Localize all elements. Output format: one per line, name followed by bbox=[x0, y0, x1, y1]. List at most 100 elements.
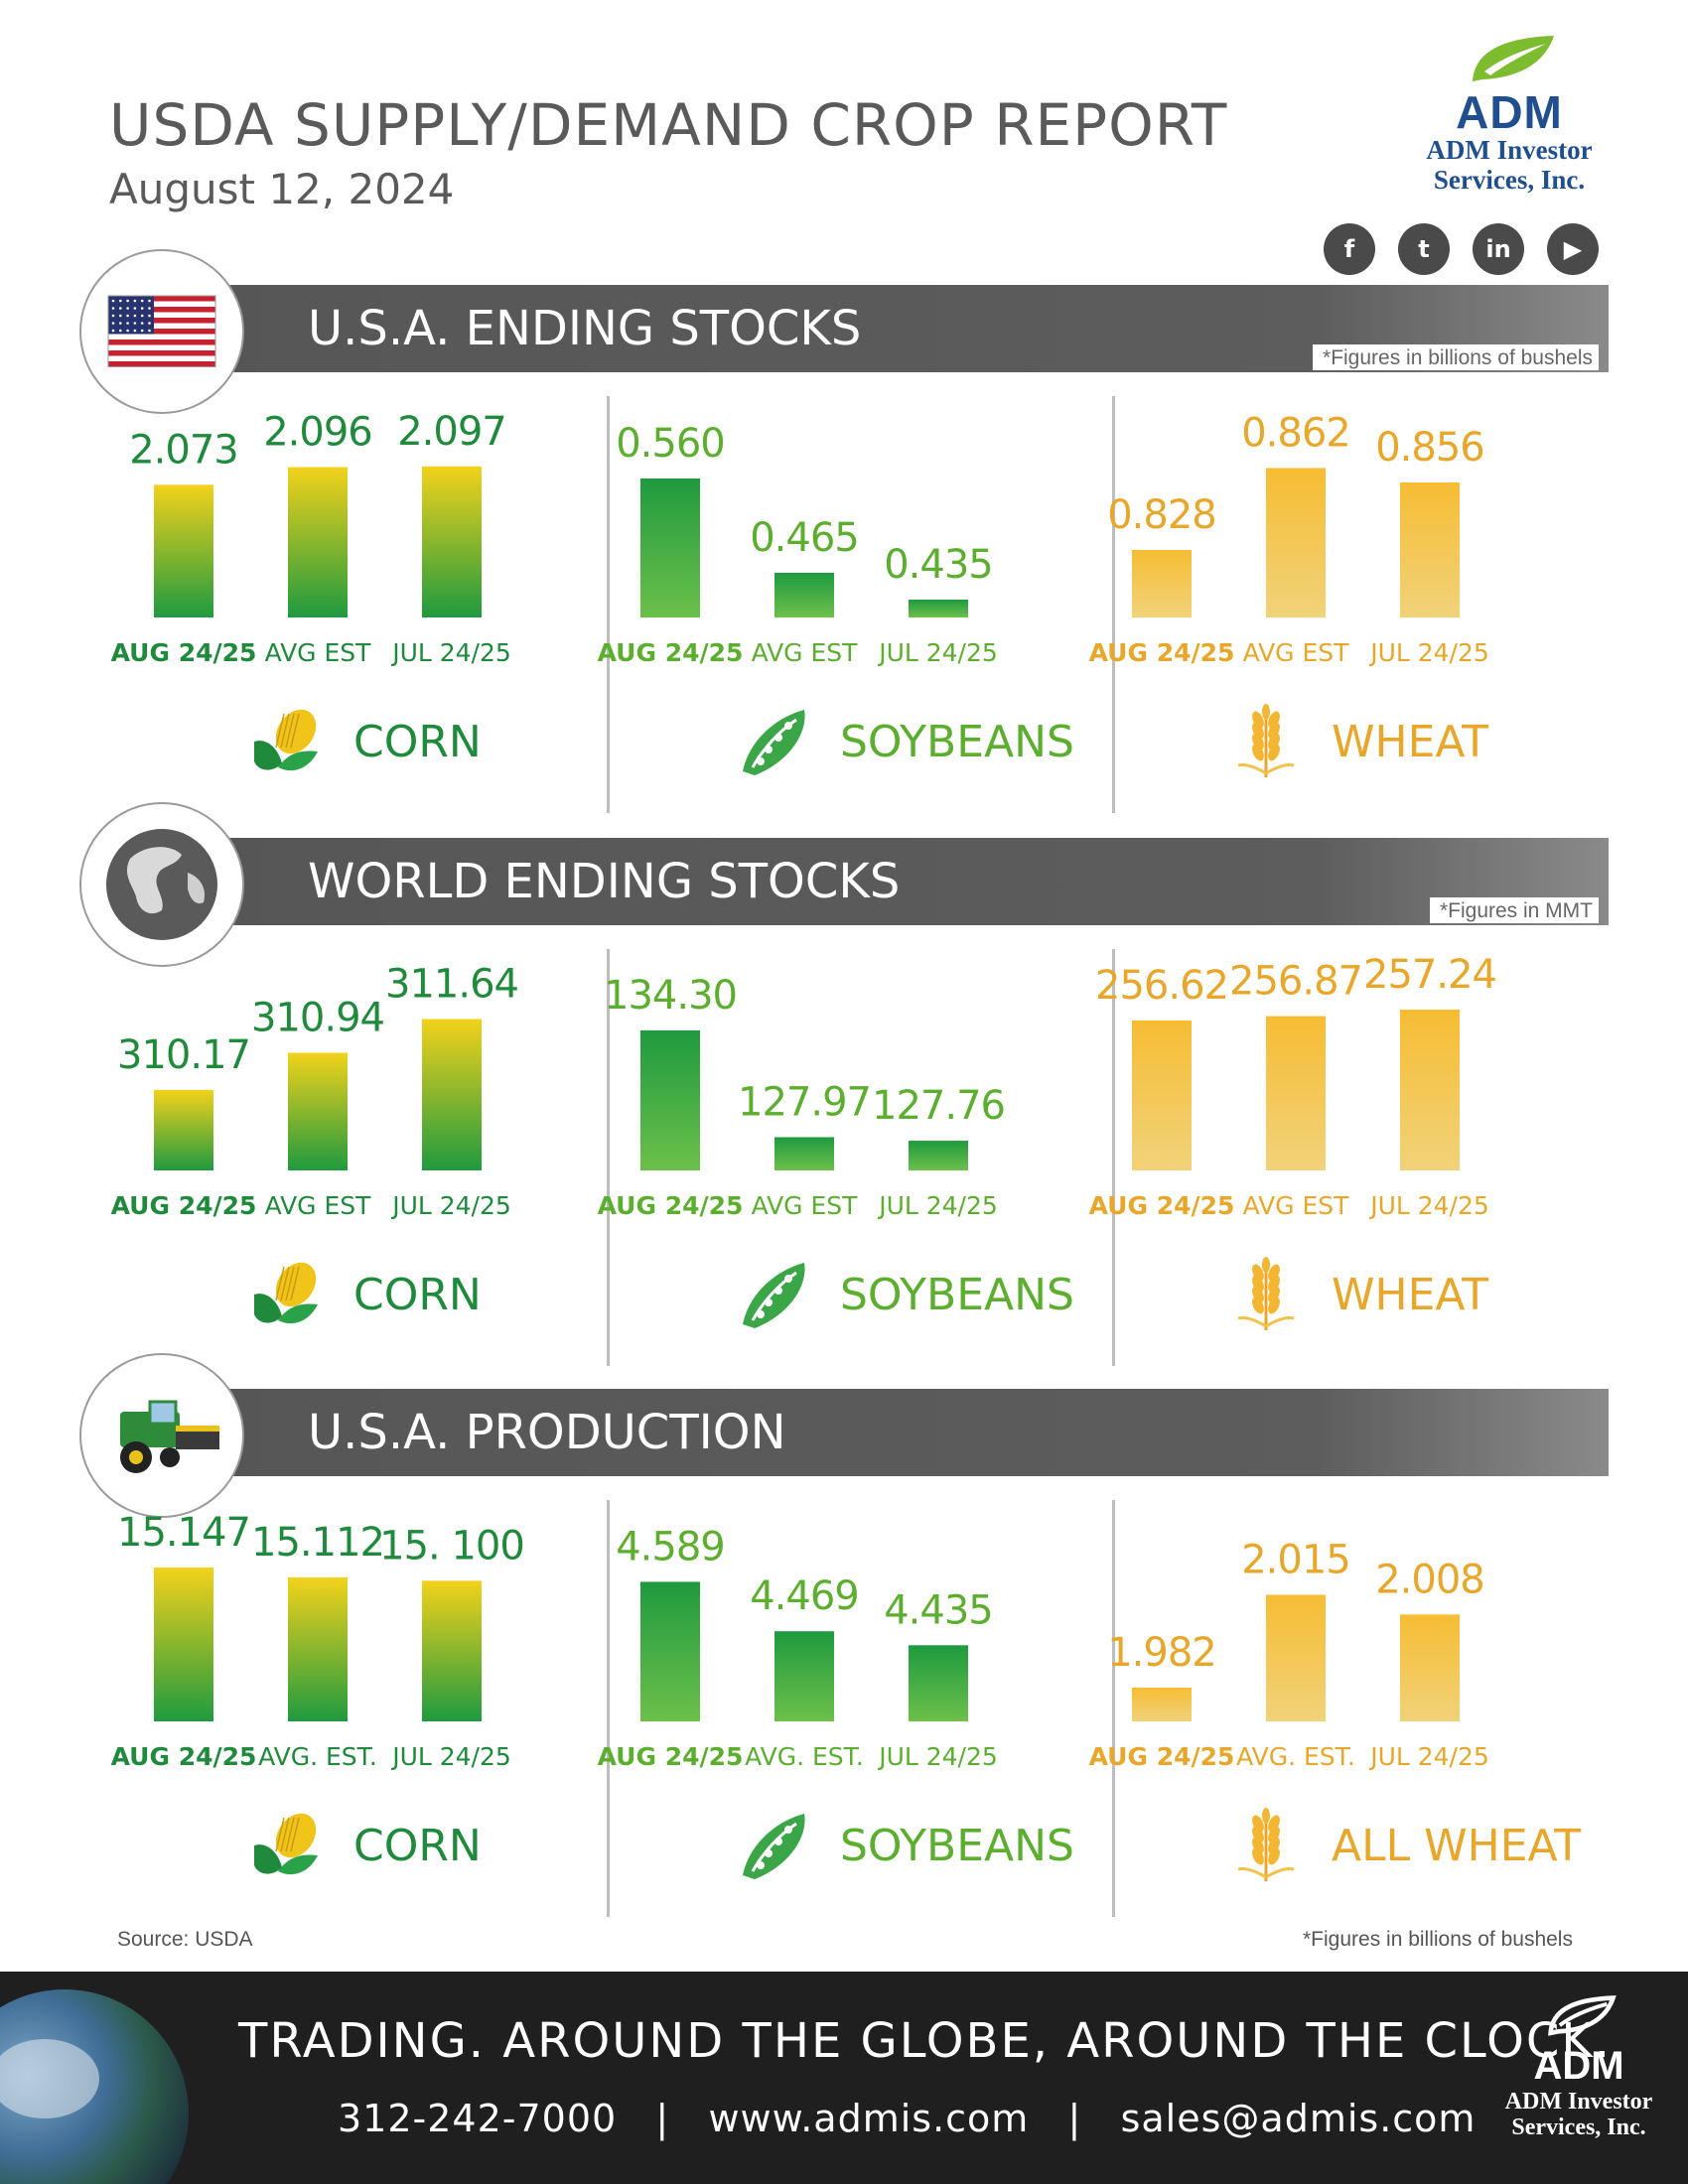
soybeans-label-group: SOYBEANS bbox=[735, 702, 1074, 781]
data-label: 311.64 bbox=[385, 961, 518, 1007]
footer-brand-text: ADM bbox=[1533, 2044, 1624, 2088]
footer-tagline: TRADING. AROUND THE GLOBE, AROUND THE CL… bbox=[238, 2013, 1613, 2069]
data-label: 310.17 bbox=[117, 1032, 250, 1078]
section-emblem bbox=[79, 249, 244, 414]
bar bbox=[1132, 1688, 1192, 1721]
panel-divider bbox=[1112, 949, 1115, 1366]
category-label: AVG EST bbox=[752, 638, 859, 667]
category-label: AUG 24/25 bbox=[111, 1191, 257, 1220]
data-label: 2.096 bbox=[263, 410, 372, 456]
category-label: AVG EST bbox=[265, 1191, 372, 1220]
category-label: JUL 24/25 bbox=[390, 638, 511, 667]
crop-name: CORN bbox=[353, 1269, 482, 1320]
data-label: 0.560 bbox=[616, 421, 725, 467]
category-label: JUL 24/25 bbox=[390, 1742, 511, 1771]
section-emblem bbox=[79, 1353, 244, 1518]
data-label: 127.97 bbox=[738, 1080, 871, 1126]
category-label: AVG EST bbox=[1243, 1191, 1350, 1220]
units-note: *Figures in billions of bushels bbox=[1303, 1928, 1573, 1951]
bar bbox=[1266, 1016, 1326, 1170]
bar bbox=[1266, 468, 1326, 617]
bar bbox=[154, 484, 213, 617]
wheat-icon bbox=[1237, 1808, 1295, 1881]
page-title: USDA SUPPLY/DEMAND CROP REPORT bbox=[109, 91, 1228, 159]
data-label: 1.982 bbox=[1107, 1630, 1216, 1676]
data-label: 0.435 bbox=[884, 542, 993, 588]
adm-logo[interactable]: ADM ADM Investor Services, Inc. bbox=[1390, 30, 1628, 195]
data-label: 0.465 bbox=[750, 515, 859, 561]
bar bbox=[288, 1052, 348, 1170]
data-label: 2.073 bbox=[129, 427, 238, 473]
section-title: WORLD ENDING STOCKS bbox=[308, 854, 901, 909]
bar bbox=[154, 1089, 213, 1170]
soybeans-label-group: SOYBEANS bbox=[735, 1806, 1074, 1885]
bar bbox=[909, 1645, 968, 1721]
bar bbox=[1132, 1020, 1192, 1170]
data-label: 256.87 bbox=[1229, 959, 1362, 1005]
chart-svg: 0.828 AUG 24/25 0.862 AVG EST 0.856 JUL 24/25 bbox=[1089, 410, 1489, 667]
category-label: AVG. EST. bbox=[745, 1742, 864, 1771]
chart-svg: 0.560 AUG 24/25 0.465 AVG EST 0.435 JUL 24/25 bbox=[598, 421, 998, 667]
bar bbox=[422, 1580, 482, 1721]
corn-bar-chart: 2.073 AUG 24/25 2.096 AVG EST 2.097 JUL 24/25 bbox=[111, 394, 586, 672]
bar bbox=[1400, 482, 1460, 617]
chart-svg: 134.30 AUG 24/25 127.97 AVG EST 127.76 JUL 24… bbox=[598, 973, 1006, 1220]
footer-adm-logo[interactable]: ADM ADM Investor Services, Inc. bbox=[1489, 1993, 1668, 2140]
category-label: JUL 24/25 bbox=[877, 638, 998, 667]
bar bbox=[640, 1581, 700, 1721]
panel-divider bbox=[1112, 1500, 1115, 1917]
linkedin-icon[interactable]: in bbox=[1473, 223, 1524, 275]
soybeans-bar-chart: 134.30 AUG 24/25 127.97 AVG EST 127.76 JUL 24… bbox=[598, 947, 1072, 1225]
category-label: AVG EST bbox=[752, 1191, 859, 1220]
footer-contact[interactable]: 312-242-7000 | www.admis.com | sales@adm… bbox=[338, 2097, 1477, 2140]
section-2: WORLD ENDING STOCKS *Figures in MMT 310.17… bbox=[0, 802, 1688, 1389]
social-links: f t in ▶ bbox=[1324, 223, 1599, 275]
report-date: August 12, 2024 bbox=[109, 165, 455, 213]
chart-svg: 2.073 AUG 24/25 2.096 AVG EST 2.097 JUL 24/25 bbox=[111, 409, 511, 667]
adm-brand-text: ADM bbox=[1456, 86, 1563, 138]
us-flag-icon bbox=[107, 295, 216, 367]
soybeans-bar-chart: 4.589 AUG 24/25 4.469 AVG. EST. 4.435 JUL 24/… bbox=[598, 1498, 1072, 1776]
bar bbox=[909, 600, 968, 617]
category-label: AUG 24/25 bbox=[598, 638, 744, 667]
wheat-icon bbox=[1237, 1257, 1295, 1330]
category-label: AUG 24/25 bbox=[111, 638, 257, 667]
facebook-icon[interactable]: f bbox=[1324, 223, 1375, 275]
category-label: AVG EST bbox=[1243, 638, 1350, 667]
chart-svg: 310.17 AUG 24/25 310.94 AVG EST 311.64 JUL 24… bbox=[111, 961, 519, 1220]
section-1: U.S.A. ENDING STOCKS *Figures in billions… bbox=[0, 249, 1688, 836]
crop-name: WHEAT bbox=[1332, 716, 1488, 767]
data-label: 15.112 bbox=[251, 1520, 384, 1566]
category-label: AUG 24/25 bbox=[111, 1742, 257, 1771]
combine-harvester-icon bbox=[120, 1400, 219, 1473]
leaf-logo-icon bbox=[1548, 1995, 1617, 2036]
wheat-label-group: ALL WHEAT bbox=[1226, 1806, 1581, 1885]
section-banner: U.S.A. PRODUCTION bbox=[159, 1389, 1609, 1476]
bar bbox=[288, 467, 348, 617]
bar bbox=[288, 1576, 348, 1721]
data-label: 4.589 bbox=[616, 1524, 725, 1570]
wheat-icon bbox=[1237, 704, 1295, 777]
corn-icon bbox=[254, 709, 318, 771]
twitter-icon[interactable]: t bbox=[1398, 223, 1450, 275]
bar bbox=[1400, 1010, 1460, 1170]
category-label: JUL 24/25 bbox=[1368, 1742, 1489, 1771]
data-label: 0.856 bbox=[1375, 425, 1484, 471]
category-label: JUL 24/25 bbox=[877, 1191, 998, 1220]
soybeans-bar-chart: 0.560 AUG 24/25 0.465 AVG EST 0.435 JUL 24/25 bbox=[598, 394, 1072, 672]
bar bbox=[774, 1631, 834, 1721]
soybeans-icon bbox=[743, 710, 805, 775]
globe-icon bbox=[106, 829, 217, 940]
bar bbox=[640, 478, 700, 617]
corn-bar-chart: 310.17 AUG 24/25 310.94 AVG EST 311.64 JUL 24… bbox=[111, 947, 586, 1225]
panel-divider bbox=[607, 949, 610, 1366]
category-label: AUG 24/25 bbox=[1089, 638, 1235, 667]
category-label: JUL 24/25 bbox=[390, 1191, 511, 1220]
data-label: 2.015 bbox=[1241, 1538, 1350, 1583]
category-label: AUG 24/25 bbox=[1089, 1191, 1235, 1220]
data-label: 4.435 bbox=[884, 1587, 993, 1633]
youtube-icon[interactable]: ▶ bbox=[1547, 223, 1599, 275]
corn-bar-chart: 15.147 AUG 24/25 15.112 AVG. EST. 15. 100 JUL… bbox=[111, 1498, 586, 1776]
category-label: AVG. EST. bbox=[258, 1742, 377, 1771]
crop-name: CORN bbox=[353, 716, 482, 767]
